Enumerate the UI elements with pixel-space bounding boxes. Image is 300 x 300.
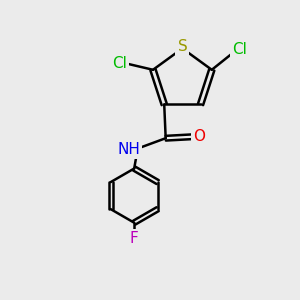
Text: NH: NH <box>117 142 140 157</box>
Text: Cl: Cl <box>232 42 247 57</box>
Text: F: F <box>130 231 139 246</box>
Text: S: S <box>178 39 187 54</box>
Text: Cl: Cl <box>112 56 127 71</box>
Text: O: O <box>193 129 205 144</box>
